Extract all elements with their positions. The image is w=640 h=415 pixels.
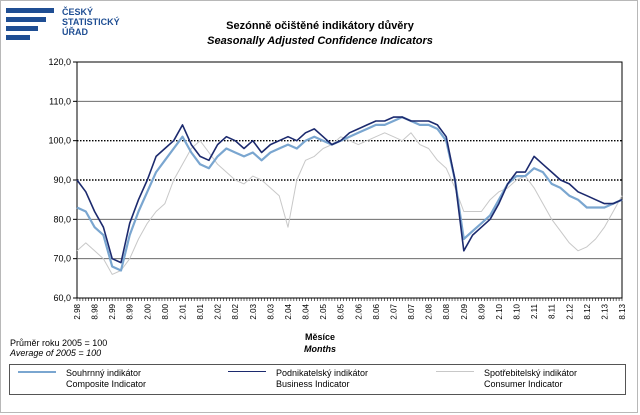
legend-label-business-cz: Podnikatelský indikátor bbox=[276, 368, 369, 378]
x-tick-label: 2.13 bbox=[600, 303, 609, 319]
legend-label-consumer-cz: Spotřebitelský indikátor bbox=[484, 368, 578, 378]
y-tick-label: 70,0 bbox=[53, 254, 71, 264]
x-tick-label: 2.98 bbox=[73, 303, 82, 319]
legend: Souhrnný indikátor Composite Indicator P… bbox=[9, 364, 626, 395]
x-tick-label: 2.04 bbox=[284, 303, 293, 319]
x-tick-label: 8.07 bbox=[407, 303, 416, 319]
x-tick-label: 8.02 bbox=[231, 303, 240, 319]
series-line-consumer bbox=[76, 132, 623, 275]
x-tick-label: 8.03 bbox=[266, 303, 275, 319]
y-tick-label: 120,0 bbox=[48, 57, 71, 67]
x-tick-label: 2.06 bbox=[354, 303, 363, 319]
x-tick-label: 2.00 bbox=[143, 303, 152, 319]
x-tick-label: 2.12 bbox=[565, 303, 574, 319]
x-tick-label: 2.99 bbox=[108, 303, 117, 319]
x-tick-label: 8.05 bbox=[337, 303, 346, 319]
y-tick-label: 100,0 bbox=[48, 136, 71, 146]
y-tick-label: 80,0 bbox=[53, 214, 71, 224]
chart-title: Sezónně očištěné indikátory důvěry bbox=[226, 20, 414, 32]
x-tick-label: 8.09 bbox=[477, 303, 486, 319]
x-tick-label: 2.03 bbox=[249, 303, 258, 319]
legend-item-consumer: Spotřebitelský indikátor Consumer Indica… bbox=[484, 368, 577, 390]
y-tick-label: 90,0 bbox=[53, 175, 71, 185]
czso-logo: ČESKÝ STATISTICKÝ ÚŘAD bbox=[6, 6, 120, 46]
x-tick-label: 2.10 bbox=[495, 303, 504, 319]
x-tick-label: 2.09 bbox=[460, 303, 469, 319]
x-tick-label: 8.04 bbox=[302, 303, 311, 319]
x-tick-label: 8.00 bbox=[161, 303, 170, 319]
x-axis-label: Měsíce bbox=[304, 332, 336, 342]
legend-swatch-consumer bbox=[436, 371, 474, 372]
x-tick-label: 8.06 bbox=[372, 303, 381, 319]
x-tick-label: 2.11 bbox=[530, 303, 539, 319]
logo-line-1: ČESKÝ bbox=[62, 7, 94, 17]
base-note-cz: Průměr roku 2005 = 100 bbox=[10, 338, 108, 348]
x-tick-label: 2.08 bbox=[425, 303, 434, 319]
x-axis-label-english: Months bbox=[304, 344, 336, 354]
base-note-en: Average of 2005 = 100 bbox=[10, 348, 102, 358]
base-note: Průměr roku 2005 = 100 Average of 2005 =… bbox=[10, 338, 107, 358]
legend-label-consumer-en: Consumer Indicator bbox=[484, 379, 563, 389]
legend-label-composite-en: Composite Indicator bbox=[66, 379, 147, 389]
legend-item-business: Podnikatelský indikátor Business Indicat… bbox=[276, 368, 368, 390]
y-tick-label: 110,0 bbox=[49, 96, 71, 106]
legend-swatch-business bbox=[228, 371, 266, 372]
x-tick-label: 8.01 bbox=[196, 303, 205, 319]
x-tick-label: 8.08 bbox=[442, 303, 451, 319]
x-tick-label: 2.02 bbox=[214, 303, 223, 319]
logo-line-2: STATISTICKÝ bbox=[62, 17, 120, 27]
series-line-composite bbox=[76, 116, 623, 272]
x-tick-label: 8.10 bbox=[513, 303, 522, 319]
logo-line-3: ÚŘAD bbox=[62, 27, 88, 37]
y-tick-label: 60,0 bbox=[53, 293, 71, 303]
x-tick-label: 2.01 bbox=[178, 303, 187, 319]
x-tick-label: 8.13 bbox=[618, 303, 627, 319]
legend-item-composite: Souhrnný indikátor Composite Indicator bbox=[66, 368, 146, 390]
x-tick-label: 8.99 bbox=[126, 303, 135, 319]
legend-label-business-en: Business Indicator bbox=[276, 379, 350, 389]
x-tick-label: 8.11 bbox=[548, 303, 557, 319]
legend-label-composite-cz: Souhrnný indikátor bbox=[66, 368, 142, 378]
x-tick-label: 2.07 bbox=[389, 303, 398, 319]
chart-subtitle: Seasonally Adjusted Confidence Indicator… bbox=[207, 35, 433, 47]
legend-swatch-composite bbox=[18, 371, 56, 373]
x-tick-label: 8.98 bbox=[91, 303, 100, 319]
series-line-business bbox=[76, 116, 623, 264]
x-tick-label: 2.05 bbox=[319, 303, 328, 319]
x-tick-label: 8.12 bbox=[583, 303, 592, 319]
